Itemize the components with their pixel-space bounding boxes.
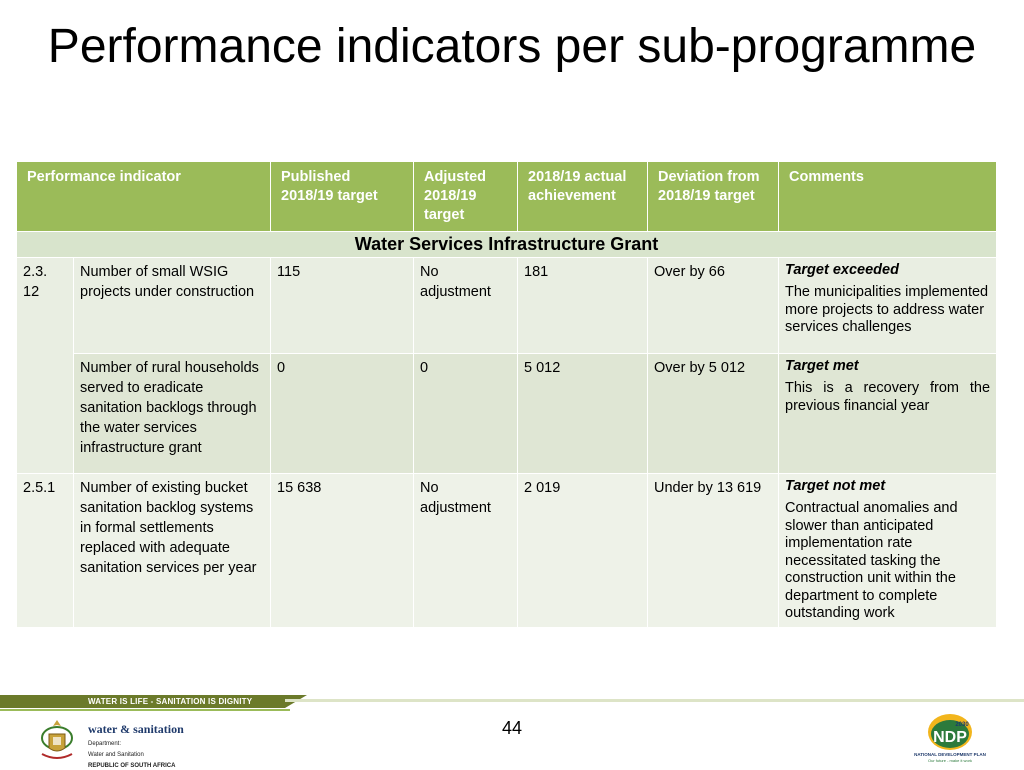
deviation: Over by 5 012 [647,353,780,474]
header-deviation: Deviation from 2018/19 target [647,161,780,232]
comment-title: Target not met [785,478,886,494]
comment-text: Contractual anomalies and slower than an… [785,500,958,621]
header-published-target: Published 2018/19 target [270,161,415,232]
department-sub-name: Water and Sanitation [88,752,144,758]
comment-cell: Target met This is a recovery from the p… [778,353,998,474]
performance-table: Performance indicator Published 2018/19 … [15,161,998,628]
header-actual-achievement: 2018/19 actual achievement [517,161,649,232]
indicator-name: Number of existing bucket sanitation bac… [72,473,272,628]
footer-divider-green [0,709,290,711]
comment-title: Target met [785,358,859,374]
department-country: REPUBLIC OF SOUTH AFRICA [88,763,176,769]
section-title: Water Services Infrastructure Grant [15,231,998,258]
indicator-code: 2.5.1 [16,473,74,628]
table-row: 2.3. 12 Number of small WSIG projects un… [16,257,998,474]
slide-title: Performance indicators per sub-programme [47,20,977,73]
published-target: 0 [270,353,415,474]
adjusted-target: No adjustment [413,473,519,628]
header-performance-indicator: Performance indicator [15,161,272,232]
department-sub-label: Department: [88,741,122,747]
coat-of-arms-icon [41,720,73,759]
deviation: Under by 13 619 [647,473,780,628]
published-target: 115 [270,257,415,354]
ndp-caption: NATIONAL DEVELOPMENT PLAN [914,752,986,757]
footer-divider [285,699,1024,702]
published-target: 15 638 [270,473,415,628]
indicator-name: Number of rural households served to era… [72,353,272,474]
actual-achievement: 2 019 [517,473,649,628]
comment-title: Target exceeded [785,262,899,278]
ndp-logo-text: NDP [933,729,967,746]
comment-cell: Target not met Contractual anomalies and… [778,473,998,628]
table-row: 2.5.1 Number of existing bucket sanitati… [16,473,998,628]
deviation: Over by 66 [647,257,780,354]
indicator-name: Number of small WSIG projects under cons… [72,257,272,354]
header-adjusted-target: Adjusted 2018/19 target [413,161,519,232]
adjusted-target: No adjustment [413,257,519,354]
comment-cell: Target exceeded The municipalities imple… [778,257,998,354]
adjusted-target: 0 [413,353,519,474]
table-row: Number of rural households served to era… [17,353,998,474]
comment-text: This is a recovery from the previous fin… [785,380,991,414]
ndp-logo-icon: NDP 2030 NATIONAL DEVELOPMENT PLAN Our f… [914,714,986,763]
ndp-year: 2030 [955,722,969,728]
actual-achievement: 5 012 [517,353,649,474]
comment-text: The municipalities implemented more proj… [785,284,989,335]
department-name: water & sanitation [88,722,184,736]
indicator-code: 2.3. 12 [16,257,74,474]
actual-achievement: 181 [517,257,649,354]
ndp-tagline: Our future - make it work [928,758,972,763]
header-comments: Comments [778,161,998,232]
table-header-row: Performance indicator Published 2018/19 … [15,161,998,232]
section-row: Water Services Infrastructure Grant [15,231,998,258]
department-logo: water & sanitation Department: Water and… [88,722,184,770]
footer-banner-text: WATER IS LIFE - SANITATION IS DIGNITY [88,697,253,706]
page-number: 44 [501,718,523,738]
